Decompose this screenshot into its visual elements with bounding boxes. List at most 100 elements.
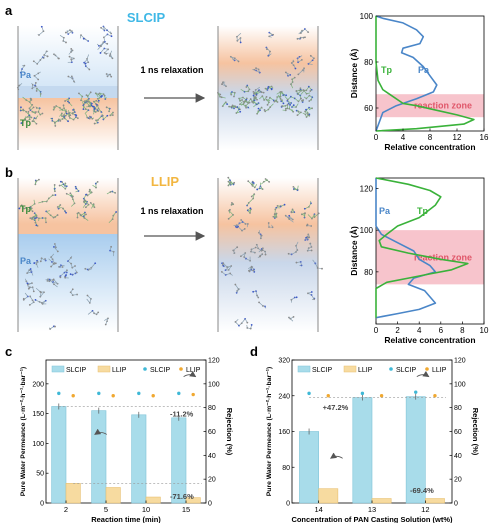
molecule — [259, 95, 268, 101]
y-tick-label: 50 — [36, 471, 44, 478]
molecule — [240, 84, 251, 93]
legend-label-llip: LLIP — [112, 367, 127, 374]
molecule — [290, 59, 297, 70]
molecule — [31, 82, 37, 90]
molecule — [276, 92, 282, 102]
molecule — [246, 193, 256, 207]
molecule — [22, 96, 33, 103]
y-axis-label: Distance (Å) — [349, 49, 359, 99]
atom — [46, 279, 49, 282]
bond — [40, 292, 45, 297]
atom — [111, 114, 114, 116]
relaxed-molecules — [217, 28, 315, 118]
atom — [271, 226, 274, 229]
atom — [71, 288, 74, 291]
atom — [234, 283, 237, 286]
layer-label-pa: Pa — [20, 256, 32, 266]
molecule — [93, 115, 103, 125]
molecule — [292, 185, 299, 192]
legend-dot-slcip — [389, 367, 393, 371]
rejection-dot-llip — [191, 392, 195, 397]
atom — [115, 211, 118, 213]
legend-swatch-slcip — [297, 365, 311, 373]
y2-tick-label: 20 — [208, 477, 216, 484]
rejection-dot-slcip — [57, 391, 61, 396]
tp-molecules — [18, 178, 118, 227]
atom — [231, 202, 233, 204]
molecule — [105, 73, 113, 78]
rejection-dot-slcip — [307, 391, 311, 396]
axis-pointer-left — [94, 428, 108, 435]
legend-swatch-llip — [343, 365, 357, 373]
bond — [304, 107, 310, 112]
molecule — [26, 268, 34, 276]
atom — [292, 316, 295, 318]
y-axis-label: Pure Water Permeance (L·m⁻²·h⁻¹·bar⁻¹) — [20, 367, 27, 496]
series-tp-line — [375, 177, 469, 318]
atom — [97, 311, 100, 314]
bond — [307, 214, 313, 219]
atom — [295, 90, 298, 92]
atom — [310, 291, 313, 293]
molecule — [45, 278, 59, 285]
molecule — [301, 99, 305, 103]
atom — [284, 71, 287, 74]
molecule — [258, 301, 267, 309]
atom — [82, 108, 85, 111]
y2-tick-label: 80 — [454, 405, 462, 412]
atom — [53, 106, 56, 108]
bond — [53, 279, 58, 284]
molecule — [298, 28, 310, 35]
molecule — [261, 178, 271, 185]
atom — [252, 269, 254, 272]
atom — [252, 182, 255, 184]
atom — [54, 194, 57, 196]
atom — [21, 121, 24, 124]
molecule — [19, 64, 26, 74]
legend: SLCIP LLIP SLCIP LLIP — [51, 365, 201, 374]
y-tick-label: 240 — [278, 393, 290, 400]
atom — [245, 86, 248, 88]
bar-slcip — [299, 431, 319, 504]
tp-molecules — [19, 87, 114, 127]
atom — [34, 299, 37, 301]
molecule — [31, 115, 39, 125]
panel-b-letter: b — [5, 165, 13, 180]
atom — [252, 90, 255, 93]
atom — [57, 57, 60, 60]
molecule — [39, 257, 47, 263]
y2-tick-label: 100 — [208, 381, 220, 388]
molecule — [246, 207, 252, 214]
rejection-dot-slcip — [97, 391, 101, 396]
annotation-llip-change: -69.4% — [410, 486, 434, 495]
bar-slcip — [352, 397, 373, 504]
molecule — [82, 104, 90, 114]
atom — [285, 94, 288, 97]
atom — [78, 92, 80, 95]
molecule — [257, 253, 264, 259]
molecule — [265, 98, 271, 106]
molecule — [263, 103, 274, 113]
bond — [50, 279, 55, 285]
bond — [235, 284, 239, 290]
molecule — [264, 87, 269, 91]
atom — [76, 117, 79, 120]
molecule — [64, 97, 73, 107]
y-tick-label: 80 — [364, 268, 373, 277]
atom — [310, 249, 313, 252]
atom — [67, 75, 70, 78]
panel-d-letter: d — [250, 344, 258, 359]
legend-label-slcip: SLCIP — [66, 367, 87, 374]
atom — [246, 223, 249, 225]
atom — [268, 226, 270, 228]
atom — [30, 99, 33, 101]
molecule — [68, 48, 74, 55]
atom — [89, 91, 92, 94]
atom — [265, 95, 268, 98]
molecule — [276, 90, 288, 97]
panel-a-concentration-profile: reaction zone 0 4 8 12 16 60 80 100 Relative conc… — [349, 12, 489, 152]
atom — [85, 213, 87, 216]
atom — [249, 207, 252, 210]
bond — [38, 30, 44, 36]
atom — [300, 58, 303, 61]
